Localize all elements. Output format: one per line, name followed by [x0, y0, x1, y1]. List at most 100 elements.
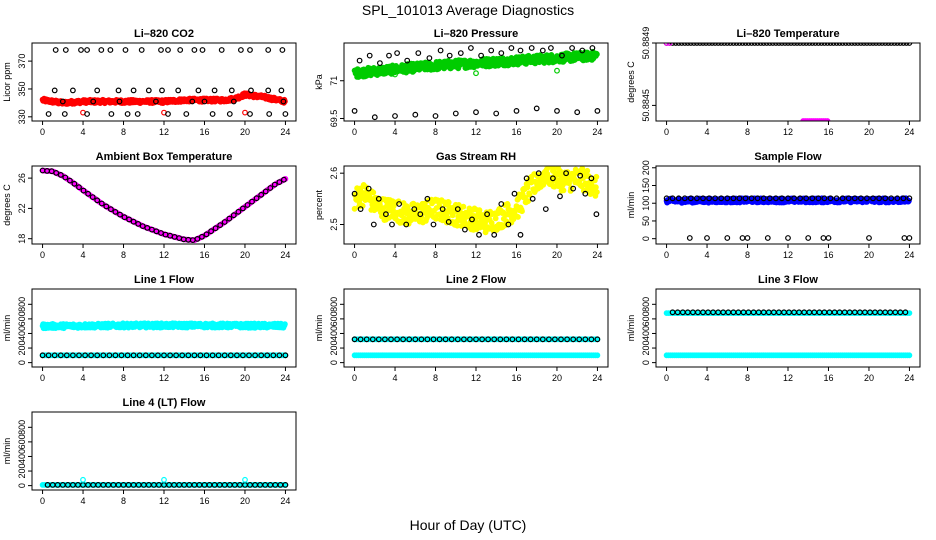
data-point	[258, 191, 265, 198]
data-point	[468, 45, 474, 51]
data-point	[270, 352, 277, 359]
data-point	[271, 181, 278, 188]
data-point	[177, 47, 184, 53]
y-tick-label: 400	[641, 326, 651, 341]
data-point	[508, 45, 515, 51]
data-point	[94, 87, 101, 94]
x-tick-label: 0	[40, 127, 45, 137]
data-point	[594, 189, 600, 196]
data-point	[267, 185, 274, 191]
data-point	[53, 169, 60, 176]
data-point	[394, 50, 401, 56]
data-point	[351, 205, 358, 212]
data-point	[351, 107, 358, 114]
data-point	[165, 47, 171, 53]
data-point	[515, 336, 522, 343]
data-point	[242, 109, 248, 116]
data-point	[526, 192, 533, 198]
data-point	[382, 336, 388, 343]
panel-line-4-lt-flow: Line 4 (LT) Flow ml/min 0 4 8 12 16 20 24 0 200400…	[2, 397, 297, 506]
data-point	[279, 47, 286, 53]
x-tick-label: 4	[393, 127, 398, 137]
data-point	[183, 111, 190, 117]
x-tick-label: 4	[705, 250, 710, 260]
data-point	[594, 352, 601, 359]
panel-li820-co2: Li–820 CO2 Licor ppm 0 4 8 12 16 20 24 330 350 370	[2, 28, 297, 137]
data-point	[488, 47, 495, 54]
y-tick-label: 600	[329, 311, 339, 326]
x-tick-label: 8	[745, 250, 750, 260]
data-point	[276, 352, 283, 359]
data-point	[448, 336, 455, 343]
data-point	[203, 231, 210, 238]
data-point	[403, 221, 410, 228]
x-tick-label: 12	[783, 127, 793, 137]
y-tick-label: 2.5	[329, 218, 339, 231]
x-tick-label: 12	[471, 250, 481, 260]
data-point	[906, 195, 913, 202]
x-tick-label: 12	[783, 250, 793, 260]
x-tick-label: 0	[664, 250, 669, 260]
series-line-2-black	[351, 336, 601, 343]
data-point	[82, 352, 88, 359]
data-point	[882, 195, 889, 202]
data-point	[248, 87, 254, 94]
x-tick-label: 24	[280, 496, 290, 506]
data-point	[212, 225, 219, 232]
series-line-1-cyan	[39, 320, 288, 332]
y-tick-label: 0	[641, 360, 651, 365]
data-point	[389, 221, 395, 228]
data-point	[724, 235, 731, 241]
data-point	[199, 47, 206, 53]
x-axis: 0 4 8 12 16 20 24	[40, 490, 290, 506]
data-point	[505, 221, 512, 228]
y-tick-label: 50	[641, 216, 651, 226]
x-tick-label: 0	[664, 127, 669, 137]
data-point	[388, 336, 394, 343]
x-tick-label: 8	[433, 250, 438, 260]
x-tick-label: 20	[864, 373, 874, 383]
data-point	[539, 47, 546, 54]
data-point	[201, 98, 208, 105]
data-point	[45, 352, 52, 359]
panel-title: Li–820 CO2	[134, 28, 194, 40]
plot-frame	[655, 42, 921, 122]
y-tick-label: 26	[17, 173, 27, 183]
data-point	[209, 352, 216, 359]
data-point	[363, 336, 370, 343]
x-tick-label: 8	[121, 373, 126, 383]
y-tick-label: 2.6	[329, 167, 339, 180]
data-point	[221, 352, 228, 359]
data-point	[535, 170, 542, 177]
y-axis-label: ml/min	[2, 315, 12, 342]
plot-frame	[31, 42, 297, 122]
data-point	[282, 482, 289, 488]
x-tick-label: 8	[121, 250, 126, 260]
data-point	[116, 98, 123, 105]
y-tick-label: 50.8849	[641, 27, 651, 60]
x-tick-label: 16	[823, 250, 833, 260]
data-point	[76, 352, 82, 359]
x-tick-label: 0	[40, 250, 45, 260]
panel-title: Li–820 Temperature	[736, 28, 839, 40]
data-point	[217, 222, 224, 229]
data-point	[546, 336, 552, 343]
data-point	[570, 185, 577, 192]
data-point	[498, 201, 505, 207]
data-point	[233, 352, 240, 359]
y-tick-label: 0	[17, 360, 27, 365]
x-axis: 0 4 8 12 16 20 24	[352, 367, 602, 383]
x-tick-label: 20	[240, 250, 250, 260]
y-tick-label: 22	[17, 203, 27, 213]
data-point	[779, 195, 785, 202]
data-point	[135, 220, 142, 227]
data-point	[417, 211, 424, 218]
data-point	[235, 208, 242, 215]
data-point	[454, 206, 461, 213]
data-point	[278, 87, 285, 94]
panel-title: Ambient Box Temperature	[96, 151, 233, 163]
data-point	[485, 336, 492, 343]
data-point	[282, 321, 288, 328]
